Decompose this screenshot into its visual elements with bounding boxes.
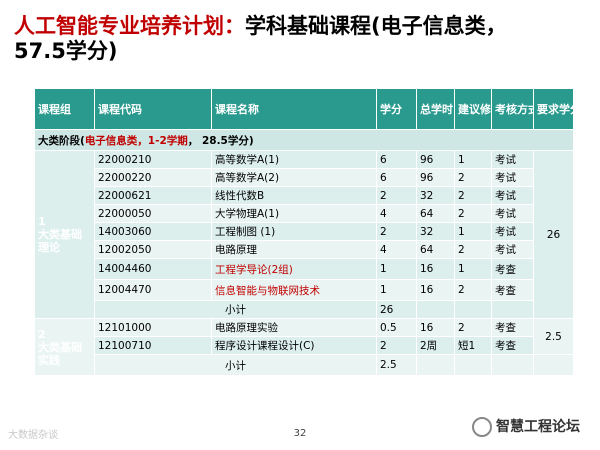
- header-hours: 总学时: [416, 88, 455, 130]
- subtotal-row: 小计 2.5: [35, 354, 574, 376]
- table-row: 22000220 高等数学A(2) 6 96 2 考试: [35, 168, 574, 187]
- table-row: 1 大类基础 理论 22000210 高等数学A(1) 6 96 1 考试 26: [34, 150, 574, 319]
- required-credit-theory: 26: [533, 150, 574, 319]
- wechat-icon: [472, 417, 492, 437]
- course-table: 课程组 课程代码 课程名称 学分 总学时 建议修读学期 考核方式 要求学分 大类…: [34, 88, 574, 376]
- table-row: 12004470 信息智能与物联网技术 1 16 2 考查: [35, 279, 574, 301]
- subtotal-row: 小计 26: [35, 300, 574, 319]
- table-row: 22000050 大学物理A(1) 4 64 2 考试: [35, 204, 574, 223]
- table-row: 22000621 线性代数B 2 32 2 考试: [35, 186, 574, 205]
- table-row: 14003060 工程制图 (1) 2 32 1 考试: [35, 222, 574, 241]
- watermark-right: 智慧工程论坛: [472, 416, 580, 437]
- table-row: 14004460 工程学导论(2组) 1 16 1 考查: [35, 258, 574, 280]
- subtotal-label: 小计: [94, 300, 377, 319]
- subtotal-credit: 26: [376, 300, 417, 319]
- header-group: 课程组: [34, 88, 95, 130]
- section-label: 大类阶段(电子信息类，1-2学期， 28.5学分): [34, 129, 574, 151]
- watermark-left: 大数据杂谈: [8, 430, 58, 441]
- header-exam: 考核方式: [491, 88, 534, 130]
- header-credit: 学分: [376, 88, 417, 130]
- subtotal-credit: 2.5: [376, 354, 417, 376]
- subtotal-label: 小计: [94, 354, 377, 376]
- header-name: 课程名称: [211, 88, 377, 130]
- header-required: 要求学分: [533, 88, 574, 130]
- title-part3: 57.5学分): [14, 39, 118, 63]
- group-practice: 2 大类基础 实践: [34, 318, 95, 376]
- table-row: 12100710 程序设计课程设计(C) 2 2周 短1 考查: [35, 336, 574, 355]
- table-row: 2 大类基础 实践 12101000 电路原理实验 0.5 16 2 考查 2.…: [34, 318, 574, 376]
- page-number: 32: [293, 428, 307, 439]
- header-term: 建议修读学期: [454, 88, 492, 130]
- section-row: 大类阶段(电子信息类，1-2学期， 28.5学分): [34, 129, 574, 151]
- table-row: 12002050 电路原理 4 64 2 考试: [35, 240, 574, 259]
- title-part1: 人工智能专业培养计划：: [14, 14, 245, 38]
- header-row: 课程组 课程代码 课程名称 学分 总学时 建议修读学期 考核方式 要求学分: [34, 88, 574, 130]
- title-part2: 学科基础课程(电子信息类，: [245, 14, 507, 38]
- header-code: 课程代码: [94, 88, 212, 130]
- group-theory: 1 大类基础 理论: [34, 150, 95, 319]
- slide-title: 人工智能专业培养计划：学科基础课程(电子信息类， 57.5学分): [14, 14, 586, 64]
- required-credit-practice: 2.5: [533, 318, 574, 355]
